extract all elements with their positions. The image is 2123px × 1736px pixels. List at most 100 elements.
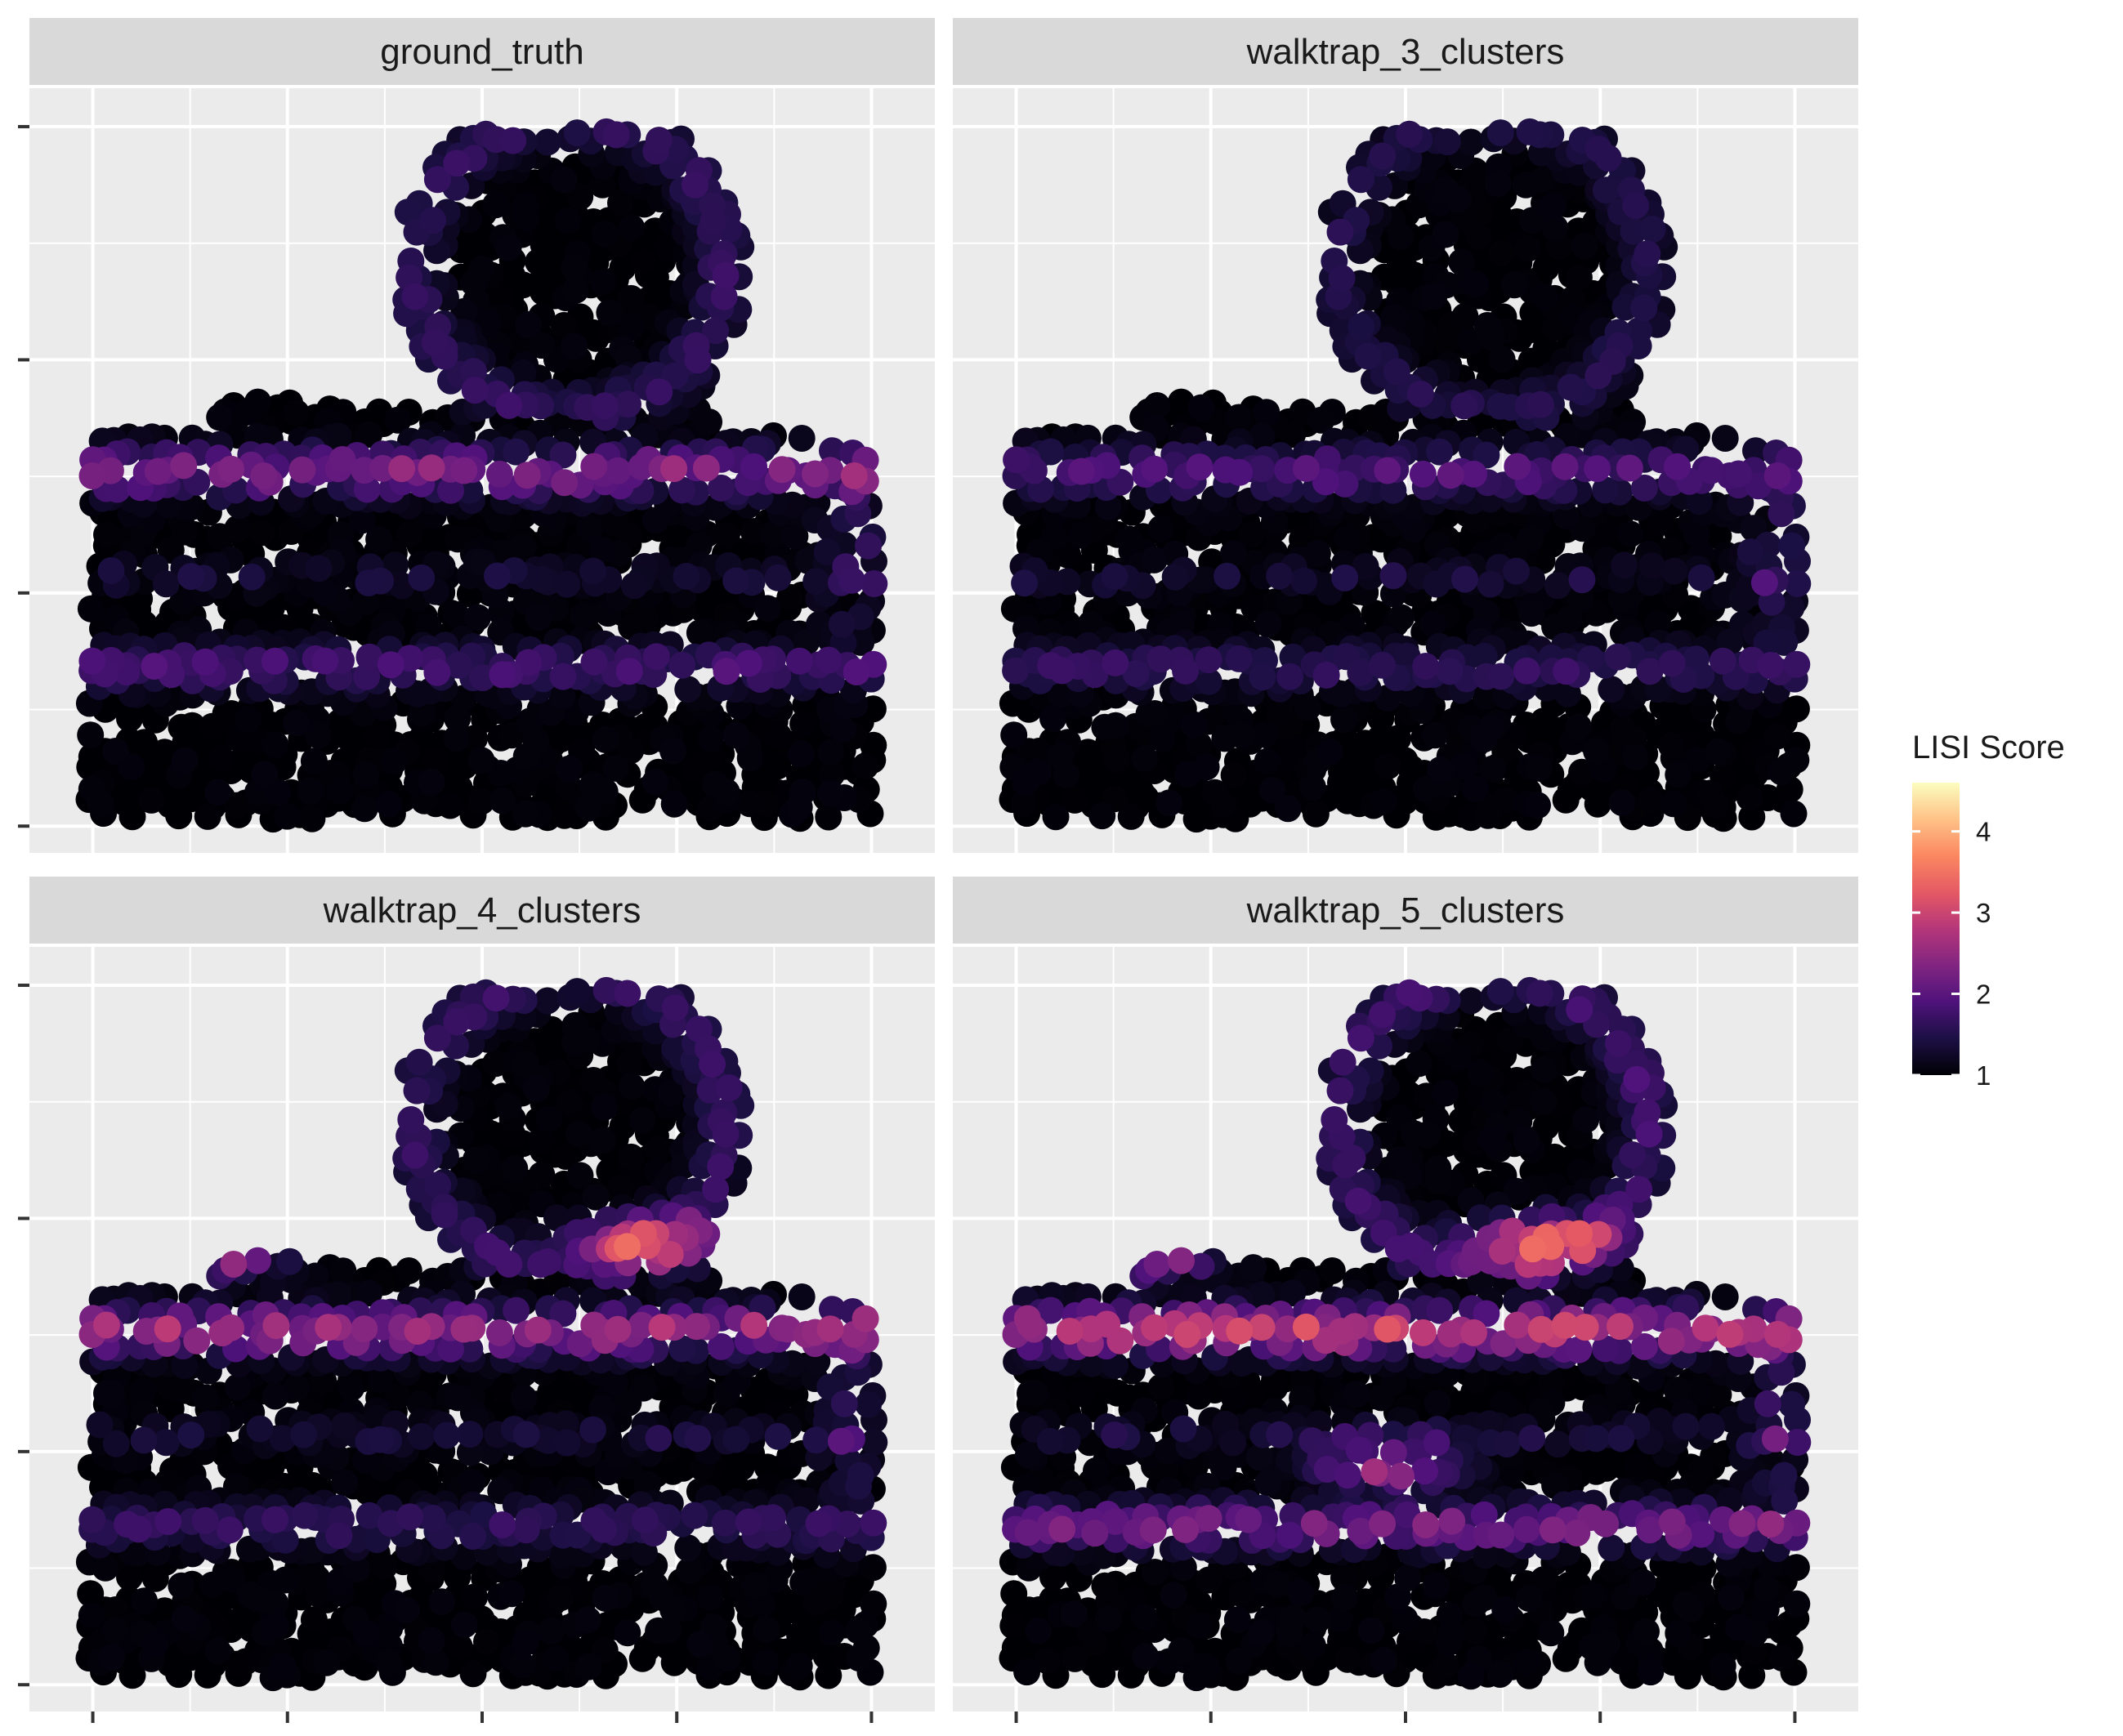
data-point: [1219, 540, 1247, 567]
data-point: [494, 1092, 522, 1120]
data-point: [461, 377, 489, 404]
data-point: [1427, 756, 1455, 783]
data-point: [224, 515, 252, 542]
data-point: [1783, 650, 1811, 678]
data-point: [150, 739, 178, 766]
data-point: [273, 802, 301, 830]
data-point: [191, 648, 219, 676]
data-point: [1634, 240, 1661, 268]
data-point: [722, 1426, 750, 1453]
data-point: [498, 1580, 525, 1608]
data-point: [628, 248, 656, 275]
data-point: [1388, 604, 1415, 631]
data-point: [661, 994, 689, 1022]
data-point: [1780, 800, 1808, 828]
data-point: [818, 1619, 846, 1647]
data-point: [381, 748, 408, 775]
data-point: [1750, 569, 1778, 596]
facet-panels: ground_truth walktrap_3_clusterswalktrap_…: [18, 18, 1858, 1723]
data-point: [674, 1534, 702, 1562]
data-point: [592, 725, 619, 753]
data-point: [93, 521, 120, 548]
data-point: [696, 1583, 724, 1611]
data-point: [489, 787, 516, 814]
data-point: [450, 1611, 478, 1639]
data-point: [1768, 758, 1795, 786]
data-point: [522, 728, 550, 755]
data-point: [238, 563, 266, 591]
data-point: [1298, 774, 1326, 801]
data-point: [515, 310, 542, 338]
data-point: [1180, 711, 1208, 739]
data-point: [673, 562, 700, 590]
data-point: [1374, 752, 1401, 780]
data-point: [615, 658, 643, 685]
data-point: [574, 794, 602, 822]
data-point: [116, 705, 143, 733]
data-point: [1002, 657, 1030, 685]
data-point: [713, 779, 740, 806]
data-point: [1487, 239, 1515, 267]
data-point: [641, 768, 669, 796]
data-point: [655, 1616, 682, 1644]
data-point: [422, 746, 450, 774]
data-point: [367, 1426, 394, 1453]
data-point: [1053, 761, 1080, 789]
data-point: [561, 254, 588, 282]
data-point: [467, 788, 495, 815]
data-point: [236, 1582, 264, 1609]
data-point: [1568, 566, 1596, 594]
data-point: [354, 1478, 382, 1506]
data-point: [443, 1008, 471, 1036]
data-point: [512, 1421, 540, 1448]
data-point: [168, 1572, 195, 1600]
data-point: [785, 793, 813, 821]
data-point: [1227, 721, 1255, 749]
data-point: [171, 747, 199, 774]
data-point: [828, 610, 856, 638]
data-point: [364, 721, 391, 748]
data-point: [1711, 425, 1739, 452]
data-point: [1638, 216, 1666, 243]
data-point: [1763, 722, 1791, 750]
data-point: [752, 1649, 780, 1676]
data-point: [1225, 645, 1253, 672]
data-point: [177, 563, 205, 591]
data-point: [1445, 185, 1473, 213]
data-point: [776, 583, 804, 611]
data-point: [428, 1588, 456, 1616]
data-point: [1101, 563, 1129, 591]
data-point: [418, 768, 445, 796]
data-point: [131, 729, 159, 756]
data-point: [423, 166, 451, 194]
data-point: [1553, 658, 1580, 685]
data-point: [1604, 643, 1632, 671]
data-point: [591, 778, 619, 806]
data-point: [355, 421, 383, 449]
facet-title: walktrap_5_clusters: [1246, 890, 1565, 930]
data-point: [283, 709, 311, 737]
data-point: [1504, 453, 1531, 480]
data-point: [421, 328, 449, 356]
data-point: [1039, 705, 1066, 733]
data-point: [499, 127, 527, 154]
data-point: [512, 1629, 539, 1656]
data-point: [842, 658, 870, 685]
data-point: [573, 1026, 601, 1054]
data-point: [570, 602, 597, 630]
data-point: [819, 437, 846, 465]
data-point: [352, 761, 380, 788]
data-point: [815, 803, 842, 831]
data-point: [1370, 788, 1397, 815]
data-point: [1638, 552, 1666, 579]
data-point: [680, 756, 708, 783]
data-point: [815, 646, 842, 674]
data-point: [396, 1503, 424, 1531]
data-point: [699, 207, 727, 234]
data-point: [614, 1619, 641, 1647]
data-point: [516, 707, 544, 735]
facet-title: walktrap_4_clusters: [323, 890, 641, 930]
data-point: [326, 777, 354, 805]
data-point: [1500, 271, 1528, 299]
data-point: [1067, 521, 1095, 549]
